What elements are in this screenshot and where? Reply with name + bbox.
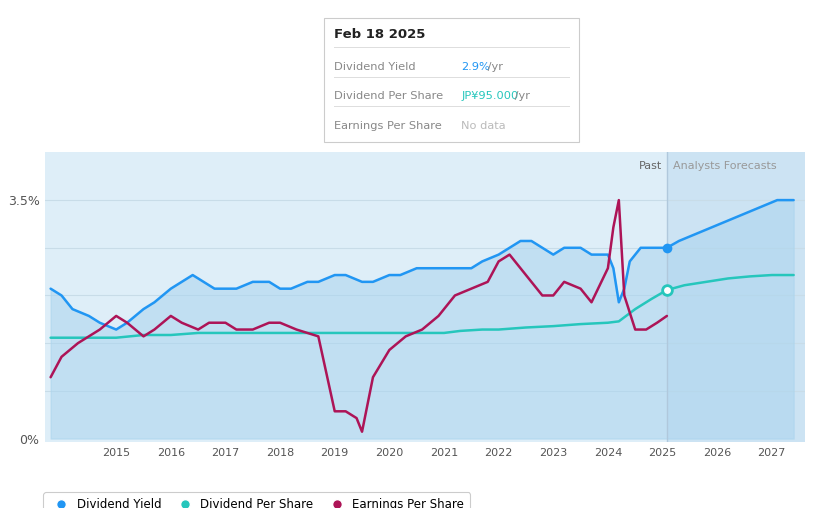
Text: 2.9%: 2.9% <box>461 61 490 72</box>
Text: JP¥95.000: JP¥95.000 <box>461 91 519 101</box>
Text: Dividend Yield: Dividend Yield <box>334 61 415 72</box>
Text: Feb 18 2025: Feb 18 2025 <box>334 27 425 41</box>
Bar <box>667 152 805 442</box>
Text: /yr: /yr <box>511 91 530 101</box>
Legend: Dividend Yield, Dividend Per Share, Earnings Per Share: Dividend Yield, Dividend Per Share, Earn… <box>44 492 470 508</box>
Text: Earnings Per Share: Earnings Per Share <box>334 120 442 131</box>
Text: No data: No data <box>461 120 506 131</box>
Text: /yr: /yr <box>484 61 503 72</box>
Text: Analysts Forecasts: Analysts Forecasts <box>673 161 777 171</box>
Text: Dividend Per Share: Dividend Per Share <box>334 91 443 101</box>
Text: Past: Past <box>640 161 663 171</box>
